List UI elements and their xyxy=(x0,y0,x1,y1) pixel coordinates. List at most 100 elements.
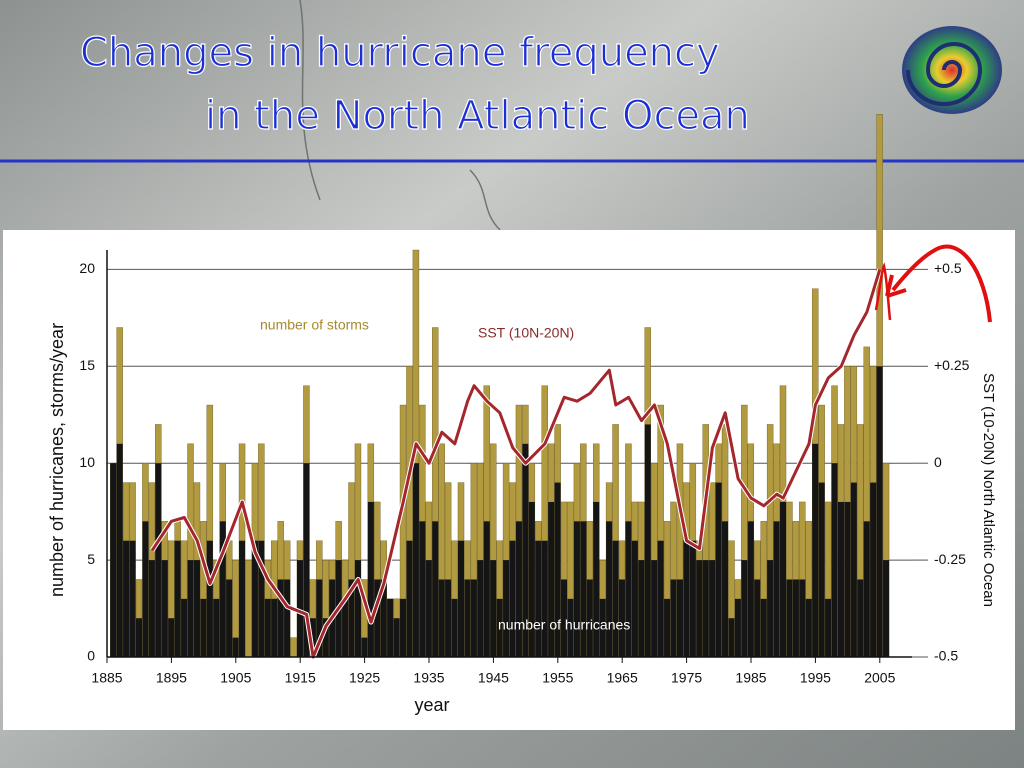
hurricane-bar xyxy=(522,443,529,657)
hurricane-bar xyxy=(148,560,155,657)
hurricane-bar xyxy=(322,618,329,657)
storm-bar xyxy=(245,559,252,658)
x-axis-label: year xyxy=(414,695,449,715)
hurricane-bar xyxy=(380,579,387,657)
hurricane-bar xyxy=(226,579,233,657)
hurricane-bar xyxy=(155,463,162,657)
hurricane-bar xyxy=(805,598,812,657)
hurricane-bar xyxy=(734,598,741,657)
hurricane-bar xyxy=(599,598,606,657)
hurricane-bar xyxy=(644,424,651,657)
hurricane-bar xyxy=(110,463,117,657)
hurricane-bar xyxy=(400,598,407,657)
hurricane-bar xyxy=(264,598,271,657)
hurricane-bar xyxy=(432,521,439,657)
hurricane-bar xyxy=(258,540,265,657)
hurricane-bar xyxy=(883,560,890,657)
x-tick-label: 1985 xyxy=(735,670,766,686)
hurricane-bar xyxy=(767,560,774,657)
hurricane-bar xyxy=(342,598,349,657)
x-tick-label: 1905 xyxy=(220,670,251,686)
background-outline xyxy=(299,0,501,231)
hurricane-bar xyxy=(844,501,851,657)
hurricanes-annotation: number of hurricanes xyxy=(498,617,630,633)
hurricane-bar xyxy=(174,540,181,657)
hurricane-bar xyxy=(477,560,484,657)
hurricane-bar xyxy=(728,618,735,657)
y2-tick-label: +0.5 xyxy=(934,260,962,276)
hurricane-bar xyxy=(741,560,748,657)
hurricane-bar xyxy=(303,463,310,657)
hurricane-bar xyxy=(406,540,413,657)
hurricane-bar xyxy=(251,540,258,657)
hurricane-bar xyxy=(496,598,503,657)
hurricane-bar xyxy=(161,560,168,657)
x-tick-label: 1925 xyxy=(349,670,380,686)
hurricane-bar xyxy=(509,540,516,657)
hurricane-bar xyxy=(490,560,497,657)
y-tick-label: 15 xyxy=(79,357,95,373)
hurricane-bar xyxy=(419,521,426,657)
y2-tick-label: 0 xyxy=(934,454,942,470)
x-tick-label: 1945 xyxy=(478,670,509,686)
hurricane-bar xyxy=(554,482,561,657)
x-tick-label: 1955 xyxy=(542,670,573,686)
x-tick-label: 1995 xyxy=(800,670,831,686)
sst-annotation: SST (10N-20N) xyxy=(478,325,574,341)
hurricane-bar xyxy=(786,579,793,657)
hurricane-bar xyxy=(309,618,316,657)
hurricane-bar xyxy=(573,521,580,657)
hurricane-bar xyxy=(425,560,432,657)
hurricane-bar xyxy=(116,443,123,657)
hurricane-bar xyxy=(612,540,619,657)
hurricane-bar xyxy=(393,618,400,657)
hurricane-bar xyxy=(168,618,175,657)
hurricane-bar xyxy=(792,579,799,657)
hurricane-bar xyxy=(870,482,877,657)
x-tick-label: 2005 xyxy=(864,670,895,686)
hurricane-bar xyxy=(857,579,864,657)
y2-tick-label: +0.25 xyxy=(934,357,970,373)
hurricane-bar xyxy=(451,598,458,657)
hurricane-bar xyxy=(837,501,844,657)
x-tick-label: 1935 xyxy=(413,670,444,686)
hurricane-bar xyxy=(618,579,626,657)
hurricane-bar xyxy=(535,540,542,657)
hurricane-bar xyxy=(676,579,683,657)
sst-line xyxy=(150,268,882,659)
hurricane-bar xyxy=(818,482,825,657)
hurricane-bar xyxy=(876,366,883,657)
y-axis-label: number of hurricanes, storms/year xyxy=(47,323,67,597)
hurricane-bar xyxy=(696,560,703,657)
hurricane-bar xyxy=(412,463,419,657)
hurricane-bar xyxy=(689,540,696,657)
hurricane-bar xyxy=(799,579,806,657)
hurricane-bar xyxy=(831,463,838,657)
hurricane-bar xyxy=(747,521,754,657)
hurricane-bar xyxy=(548,501,555,657)
hurricane-bar xyxy=(470,579,477,657)
hurricane-icon xyxy=(902,26,1002,114)
hurricane-bar xyxy=(670,579,677,657)
y2-tick-label: -0.5 xyxy=(934,648,958,664)
y-tick-label: 0 xyxy=(87,648,95,664)
hurricane-bar xyxy=(664,598,671,657)
y-tick-label: 5 xyxy=(87,551,95,567)
storm-bar xyxy=(290,637,297,658)
hurricane-bar xyxy=(631,540,638,657)
hurricane-bar xyxy=(271,598,278,657)
hurricane-bar xyxy=(232,637,239,657)
hurricane-bar xyxy=(361,637,368,657)
y2-tick-label: -0.25 xyxy=(934,551,966,567)
hurricane-bar xyxy=(812,443,819,657)
hurricane-bar xyxy=(606,521,613,657)
hurricane-bar xyxy=(638,560,645,657)
hurricane-bar xyxy=(445,579,452,657)
hurricane-bar xyxy=(457,540,465,657)
hurricane-bar xyxy=(316,579,323,657)
hurricane-bar xyxy=(181,598,188,657)
hurricane-bar xyxy=(296,560,304,657)
hurricane-bar xyxy=(580,521,587,657)
hurricane-bar xyxy=(657,540,664,657)
hurricane-bar xyxy=(193,560,200,657)
